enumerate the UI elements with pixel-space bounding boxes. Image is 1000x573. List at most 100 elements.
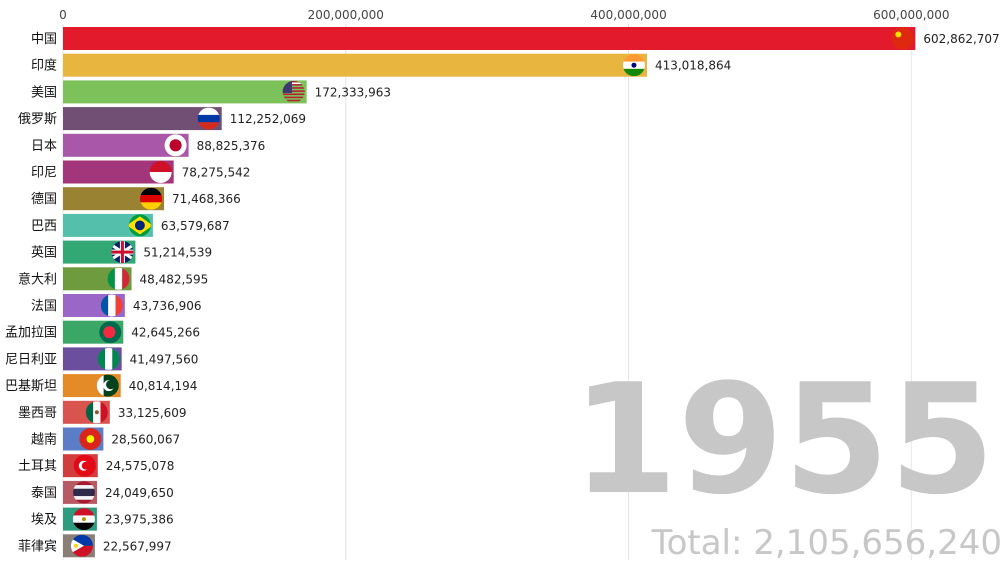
flag-stripe: [105, 347, 113, 370]
flag-stripe: [120, 241, 124, 264]
value-label: 112,252,069: [230, 112, 306, 126]
bar: [63, 187, 165, 211]
value-label: 42,645,266: [131, 326, 200, 340]
flag-shape: [140, 187, 163, 210]
category-label: 泰国: [31, 486, 57, 501]
flag-stripe: [282, 84, 305, 86]
flag-shape: [79, 428, 102, 450]
category-label: 中国: [31, 32, 57, 47]
flag-stripe: [114, 267, 123, 290]
flag-shape: [85, 401, 108, 424]
flag-stripe: [73, 488, 96, 497]
bar: [63, 160, 174, 184]
flag-stripe: [622, 54, 645, 62]
flag-stripe: [140, 195, 163, 203]
flag-emblem: [169, 139, 182, 152]
flag-stripe: [622, 68, 645, 77]
flag-stripe: [72, 522, 95, 531]
flag-stripe: [70, 534, 93, 546]
flag-shape: [149, 161, 172, 183]
value-label: 41,497,560: [130, 352, 199, 366]
china-flag: [891, 27, 914, 50]
flag-stripe: [149, 172, 172, 183]
thailand-flag: [73, 481, 96, 504]
flag-emblem: [86, 435, 95, 443]
flag-stripe: [197, 122, 220, 130]
category-label: 德国: [31, 192, 57, 207]
flag-emblem: [631, 62, 637, 68]
flag-stripe: [197, 114, 220, 123]
flag-stripe: [112, 347, 120, 370]
value-label: 413,018,864: [655, 59, 731, 73]
japan-flag: [164, 134, 187, 157]
flag-shape: [282, 80, 305, 102]
value-label: 22,567,997: [103, 539, 172, 553]
value-label: 24,575,078: [106, 459, 175, 473]
category-label: 菲律宾: [18, 538, 57, 554]
category-label: 印尼: [31, 166, 57, 181]
flag-emblem: [81, 517, 86, 522]
flag-stripe: [282, 87, 305, 89]
value-label: 43,736,906: [133, 299, 202, 313]
value-label: 33,125,609: [118, 406, 187, 420]
category-label: 印度: [31, 58, 57, 74]
flag-shape: [97, 347, 120, 370]
bar: [63, 53, 647, 77]
bars-layer: 中国 602,862,707 印度 413,018,864 美国 172,333,963 俄…: [5, 27, 1000, 558]
pakistan-flag: [96, 374, 119, 397]
flag-stripe: [140, 187, 163, 196]
category-label: 意大利: [18, 271, 57, 287]
flag-shape: [73, 481, 96, 504]
year-label: 1955: [572, 351, 995, 528]
flag-stripe: [97, 347, 106, 370]
category-label: 法国: [31, 299, 57, 314]
category-label: 美国: [31, 85, 57, 100]
value-label: 71,468,366: [172, 192, 241, 206]
bar: [63, 213, 153, 237]
turkey-flag: [73, 454, 96, 477]
category-label: 英国: [31, 246, 57, 261]
mexico-flag: [85, 401, 108, 424]
value-label: 23,975,386: [105, 513, 174, 527]
flag-emblem: [94, 410, 99, 415]
egypt-flag: [72, 508, 95, 531]
bar: [63, 133, 189, 157]
flag-stripe: [107, 267, 115, 290]
category-label: 埃及: [31, 513, 57, 528]
bar: [63, 80, 307, 104]
flag-stripe: [282, 80, 292, 93]
flag-emblem: [895, 31, 902, 38]
category-label: 土耳其: [18, 459, 57, 474]
flag-stripe: [85, 401, 94, 424]
vietnam-flag: [79, 428, 102, 450]
flag-stripe: [282, 90, 305, 92]
value-label: 172,333,963: [315, 85, 391, 99]
category-label: 日本: [31, 139, 57, 154]
x-tick-label: 600,000,000: [873, 8, 949, 22]
nigeria-flag: [97, 347, 120, 370]
flag-emblem: [73, 543, 78, 548]
flag-stripe: [197, 107, 220, 115]
italy-flag: [107, 267, 130, 290]
value-label: 40,814,194: [129, 379, 198, 393]
flag-shape: [73, 454, 96, 477]
flag-shape: [622, 54, 645, 77]
flag-stripe: [282, 82, 305, 85]
value-label: 24,049,650: [105, 486, 174, 500]
flag-stripe: [70, 545, 93, 557]
flag-stripe: [282, 80, 305, 83]
india-flag: [622, 54, 645, 77]
category-label: 越南: [31, 432, 57, 448]
flag-stripe: [100, 294, 109, 317]
flag-shape: [99, 321, 122, 344]
category-label: 俄罗斯: [18, 112, 57, 127]
flag-stripe: [282, 96, 305, 99]
flag-shape: [72, 508, 95, 531]
germany-flag: [140, 187, 163, 210]
bar: [63, 107, 222, 131]
x-tick-label: 0: [59, 8, 67, 22]
russia-flag: [197, 107, 220, 130]
flag-stripe: [96, 374, 104, 397]
